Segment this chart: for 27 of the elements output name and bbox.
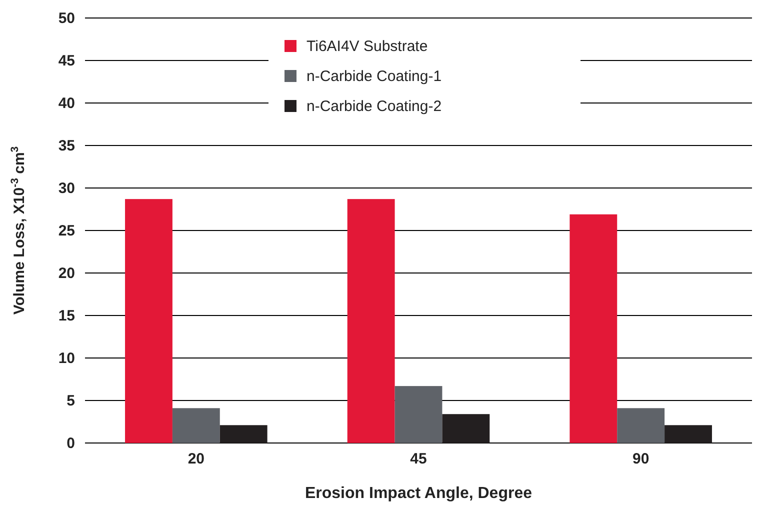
y-tick-label: 10	[58, 350, 75, 367]
y-tick-label: 50	[58, 10, 75, 27]
bar	[442, 414, 490, 443]
bar	[664, 425, 712, 443]
x-tick-label: 45	[410, 450, 427, 468]
y-tick-label: 15	[58, 307, 75, 324]
bar	[570, 214, 618, 443]
y-tick-label: 5	[66, 392, 75, 410]
legend-label: n-Carbide Coating-2	[306, 98, 442, 115]
y-tick-label: 30	[58, 180, 75, 197]
y-tick-label: 35	[58, 137, 75, 154]
y-tick-label: 25	[58, 222, 75, 240]
x-tick-label: 20	[188, 450, 205, 468]
bar	[125, 199, 172, 443]
legend-label: n-Carbide Coating-1	[306, 68, 442, 85]
x-tick-label: 90	[632, 450, 650, 468]
bar	[617, 408, 665, 443]
x-axis-title: Erosion Impact Angle, Degree	[304, 485, 532, 502]
y-tick-label: 0	[66, 434, 75, 452]
bar	[172, 408, 220, 443]
y-tick-label: 20	[58, 264, 75, 282]
y-tick-label: 45	[58, 52, 75, 70]
y-tick-label: 40	[58, 94, 75, 112]
bar	[394, 386, 442, 443]
bar	[347, 199, 395, 443]
legend-label: Ti6AI4V Substrate	[306, 38, 428, 55]
bar	[220, 425, 268, 443]
